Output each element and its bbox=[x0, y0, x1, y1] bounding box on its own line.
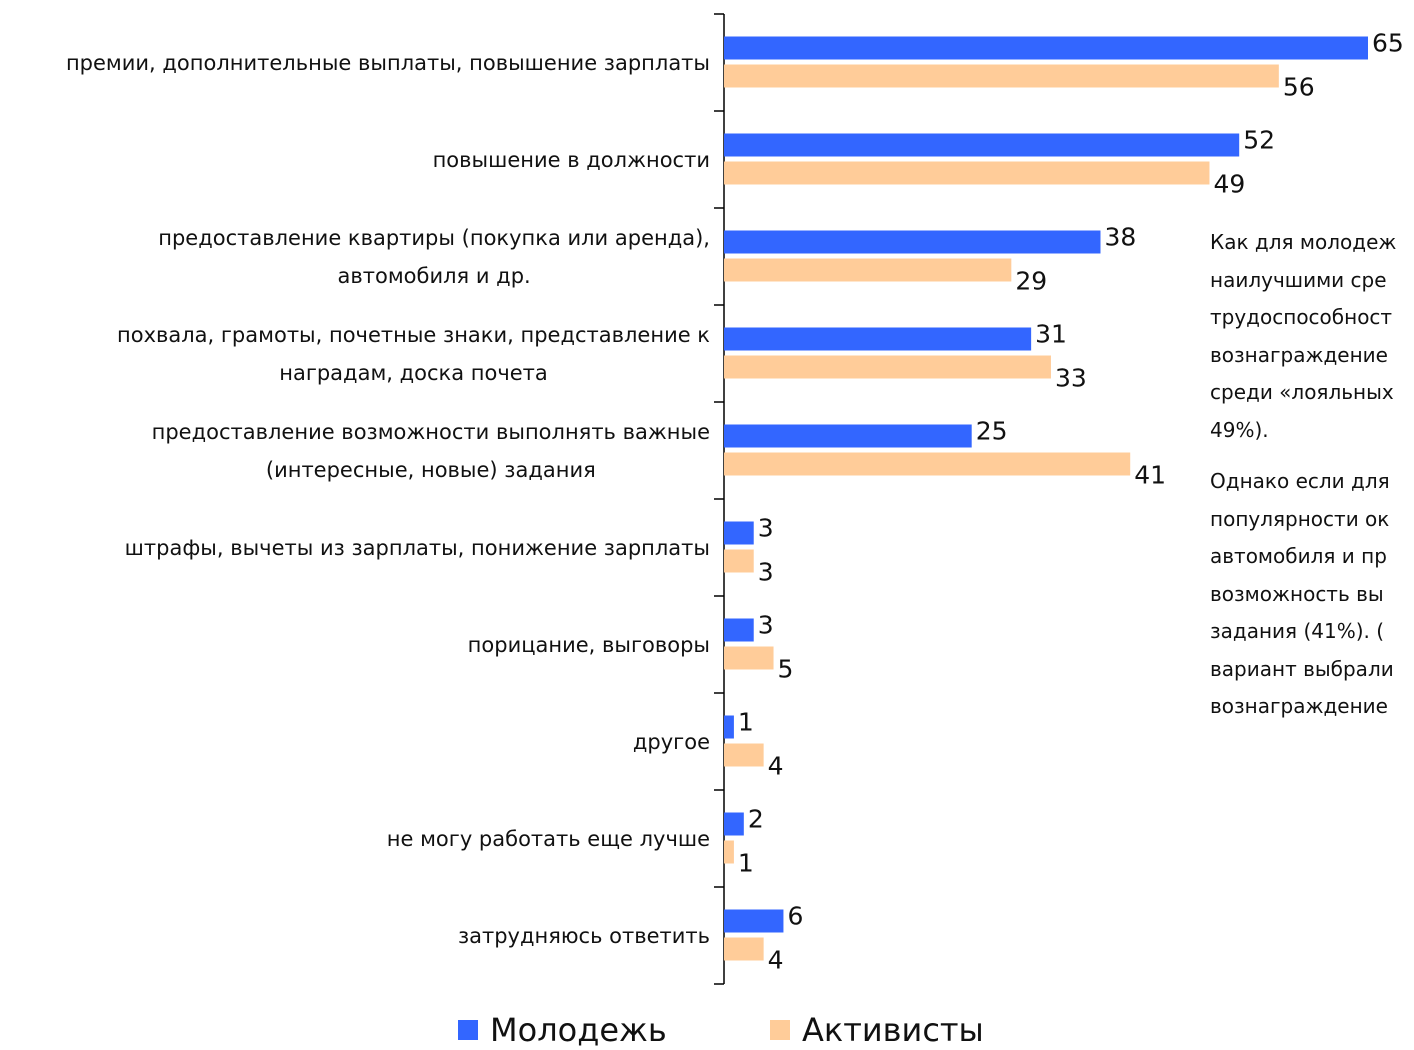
bar bbox=[724, 840, 734, 864]
category-label: затрудняюсь ответить bbox=[457, 923, 710, 948]
value-label: 49 bbox=[1213, 170, 1245, 199]
value-label: 31 bbox=[1035, 320, 1067, 349]
bar bbox=[724, 646, 774, 670]
value-label: 25 bbox=[976, 417, 1008, 446]
paragraph: Однако если для популярности ок автомобиля… bbox=[1210, 463, 1414, 726]
bar bbox=[724, 743, 764, 767]
category-label: похвала, грамоты, почетные знаки, предст… bbox=[117, 322, 710, 385]
bar bbox=[724, 161, 1210, 185]
value-label: 1 bbox=[738, 708, 754, 737]
bar bbox=[724, 133, 1240, 157]
text-line: среди «лояльных bbox=[1210, 380, 1394, 404]
paragraph: Как для молодеж наилучшими сре трудоспособ… bbox=[1210, 224, 1414, 449]
bar bbox=[724, 909, 784, 933]
value-label: 4 bbox=[768, 752, 784, 781]
category-label: штрафы, вычеты из зарплаты, понижение за… bbox=[124, 535, 710, 560]
text-line: трудоспособност bbox=[1210, 305, 1393, 329]
text-line: популярности ок bbox=[1210, 506, 1390, 531]
value-label: 3 bbox=[758, 558, 774, 587]
legend-label: Активисты bbox=[802, 1011, 984, 1049]
value-label: 65 bbox=[1372, 29, 1404, 58]
category-label: порицание, выговоры bbox=[467, 632, 710, 657]
text-panel: Как для молодеж наилучшими сре трудоспособ… bbox=[1210, 224, 1414, 740]
bar bbox=[724, 36, 1368, 60]
category-label: предоставление квартиры (покупка или аре… bbox=[158, 225, 710, 288]
value-label: 5 bbox=[778, 655, 794, 684]
bar bbox=[724, 424, 972, 448]
legend-swatch bbox=[458, 1020, 478, 1040]
text-line: возможность вы bbox=[1210, 581, 1384, 606]
bar bbox=[724, 715, 734, 739]
value-label: 33 bbox=[1055, 364, 1087, 393]
text-line: автомобиля и пр bbox=[1210, 544, 1387, 568]
value-label: 1 bbox=[738, 849, 754, 878]
value-label: 4 bbox=[768, 946, 784, 975]
bar bbox=[724, 521, 754, 545]
value-label: 38 bbox=[1104, 223, 1136, 252]
category-label: премии, дополнительные выплаты, повышени… bbox=[65, 50, 710, 75]
text-line: Однако если для bbox=[1210, 469, 1390, 493]
value-label: 3 bbox=[758, 611, 774, 640]
legend-label: Молодежь bbox=[490, 1011, 667, 1049]
bar bbox=[724, 937, 764, 961]
legend-swatch bbox=[770, 1020, 790, 1040]
value-label: 41 bbox=[1134, 461, 1166, 490]
text-line: вариант выбрали bbox=[1210, 656, 1394, 681]
value-label: 56 bbox=[1283, 73, 1315, 102]
text-line: 49%). bbox=[1210, 417, 1269, 442]
text-line: вознаграждение bbox=[1210, 342, 1388, 367]
value-label: 52 bbox=[1243, 126, 1275, 155]
bar bbox=[724, 812, 744, 836]
value-label: 6 bbox=[787, 902, 803, 931]
bar bbox=[724, 452, 1131, 476]
text-line: Как для молодеж bbox=[1210, 230, 1397, 254]
bar bbox=[724, 327, 1032, 351]
bar bbox=[724, 258, 1012, 282]
bar bbox=[724, 618, 754, 642]
category-label: предоставление возможности выполнять важ… bbox=[151, 419, 710, 482]
text-line: задания (41%). ( bbox=[1210, 619, 1385, 643]
category-label: не могу работать еще лучше bbox=[386, 826, 710, 851]
value-label: 2 bbox=[748, 805, 764, 834]
text-line: наилучшими сре bbox=[1210, 267, 1387, 292]
category-label: другое bbox=[632, 729, 710, 754]
bar bbox=[724, 230, 1101, 254]
bar bbox=[724, 355, 1051, 379]
text-line: вознаграждение bbox=[1210, 694, 1388, 718]
bar bbox=[724, 549, 754, 573]
category-label: повышение в должности bbox=[432, 147, 710, 172]
value-label: 29 bbox=[1015, 267, 1047, 296]
value-label: 3 bbox=[758, 514, 774, 543]
bar bbox=[724, 64, 1279, 88]
